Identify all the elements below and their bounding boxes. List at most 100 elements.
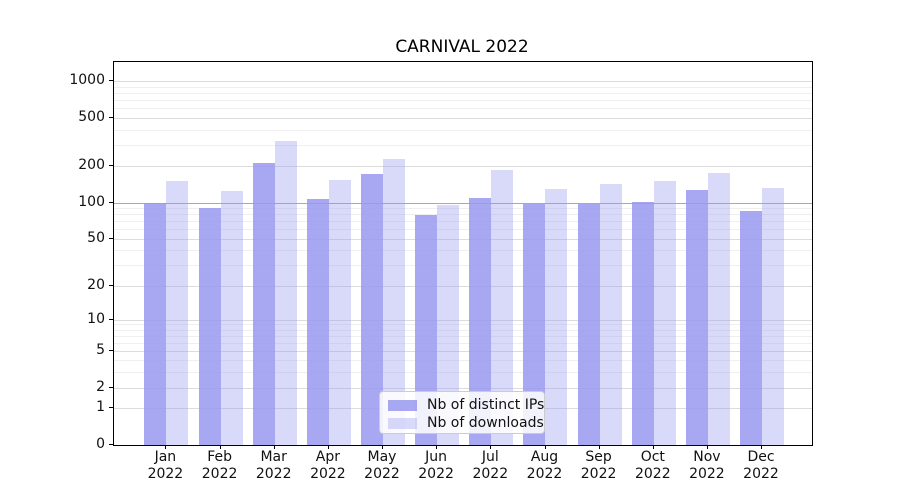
bar-downloads xyxy=(437,204,460,445)
minor-gridline xyxy=(114,264,812,266)
major-gridline-500 xyxy=(114,118,812,119)
major-gridline-200 xyxy=(114,166,812,167)
x-tick-year: 2022 xyxy=(743,466,779,482)
x-tick-mark xyxy=(327,445,329,449)
x-tick-year: 2022 xyxy=(689,466,725,482)
x-tick-label: Sep 2022 xyxy=(569,449,629,483)
bar-distinct-ips xyxy=(631,202,654,445)
bar-downloads xyxy=(707,172,730,445)
legend-label-downloads: Nb of downloads xyxy=(427,415,544,431)
x-tick-label: Feb 2022 xyxy=(190,449,250,483)
x-tick-year: 2022 xyxy=(634,466,671,482)
bar-distinct-ips xyxy=(198,208,221,445)
bar-distinct-ips xyxy=(361,174,383,445)
legend: Nb of distinct IPs Nb of downloads xyxy=(379,391,545,434)
bar-downloads xyxy=(328,179,351,445)
bar-distinct-ips xyxy=(306,198,329,445)
x-tick-mark xyxy=(490,445,492,449)
x-tick-month: Dec xyxy=(747,449,775,465)
minor-gridline xyxy=(114,329,812,331)
x-tick-mark xyxy=(165,445,167,449)
x-tick-label: Jan 2022 xyxy=(135,449,195,483)
bar-distinct-ips xyxy=(144,202,167,445)
x-tick-label: Mar 2022 xyxy=(244,449,304,483)
minor-gridline xyxy=(114,221,812,223)
minor-gridline xyxy=(114,208,812,210)
minor-gridline xyxy=(114,144,812,146)
y-tick-label: 10 xyxy=(87,310,105,327)
x-tick-year: 2022 xyxy=(147,466,184,482)
minor-gridline xyxy=(114,129,812,131)
y-tick-mark xyxy=(109,117,113,118)
minor-gridline xyxy=(114,335,812,337)
bar-distinct-ips xyxy=(577,203,600,445)
bar-downloads xyxy=(653,181,676,445)
y-tick-mark xyxy=(109,350,113,351)
x-tick-month: Feb xyxy=(207,449,232,465)
x-tick-month: Nov xyxy=(693,449,721,465)
chart-title: CARNIVAL 2022 xyxy=(395,37,529,57)
legend-swatch-downloads-icon xyxy=(388,417,417,429)
bar-downloads xyxy=(762,187,784,445)
x-tick-mark xyxy=(761,445,762,449)
y-tick-label: 1 xyxy=(96,399,105,416)
y-tick-mark xyxy=(109,237,113,239)
x-tick-month: May xyxy=(367,449,397,465)
bar-downloads xyxy=(599,184,622,445)
x-tick-mark xyxy=(598,445,600,449)
major-gridline-10 xyxy=(114,319,812,321)
legend-label-distinct-ips: Nb of distinct IPs xyxy=(427,397,545,413)
x-tick-label: Jun 2022 xyxy=(406,449,466,483)
x-tick-label: Dec 2022 xyxy=(731,449,791,483)
bar-distinct-ips xyxy=(415,214,438,445)
y-tick-mark xyxy=(109,444,113,445)
x-tick-label: Aug 2022 xyxy=(515,449,575,483)
major-gridline-50 xyxy=(114,238,812,240)
x-tick-month: Aug xyxy=(530,449,559,465)
x-tick-label: Jul 2022 xyxy=(460,449,520,483)
x-tick-label: Nov 2022 xyxy=(677,449,737,483)
x-tick-label: Apr 2022 xyxy=(298,449,358,483)
x-tick-mark xyxy=(544,445,546,449)
legend-item-downloads: Nb of downloads xyxy=(388,414,544,432)
y-tick-label: 100 xyxy=(78,193,105,210)
x-tick-year: 2022 xyxy=(310,466,346,482)
major-gridline-100 xyxy=(114,202,812,204)
minor-gridline xyxy=(114,86,812,88)
y-tick-label: 20 xyxy=(87,276,105,293)
bar-downloads xyxy=(166,181,189,445)
x-tick-month: Jul xyxy=(481,449,499,465)
y-tick-mark xyxy=(109,284,113,286)
minor-gridline xyxy=(114,229,812,231)
bar-downloads xyxy=(545,188,568,445)
y-tick-label: 500 xyxy=(78,109,105,125)
x-tick-year: 2022 xyxy=(580,466,617,482)
minor-gridline xyxy=(114,371,812,373)
minor-gridline xyxy=(114,342,812,344)
y-tick-label: 0 xyxy=(96,436,105,452)
x-tick-month: Apr xyxy=(315,449,340,465)
bar-downloads xyxy=(383,159,405,445)
x-tick-mark xyxy=(219,445,221,449)
legend-item-distinct-ips: Nb of distinct IPs xyxy=(388,396,544,414)
x-tick-year: 2022 xyxy=(255,466,292,482)
minor-gridline xyxy=(114,92,812,94)
y-tick-label: 5 xyxy=(96,342,105,358)
y-tick-mark xyxy=(109,386,113,388)
x-tick-year: 2022 xyxy=(472,466,509,482)
y-tick-mark xyxy=(109,407,113,409)
bar-distinct-ips xyxy=(685,190,708,445)
x-tick-mark xyxy=(382,445,383,449)
minor-gridline xyxy=(114,324,812,326)
y-tick-label: 2 xyxy=(96,378,105,395)
x-tick-month: Oct xyxy=(640,449,665,465)
y-tick-label: 50 xyxy=(87,229,105,246)
bar-distinct-ips xyxy=(523,204,546,445)
legend-swatch-distinct-ips-icon xyxy=(388,399,417,411)
bar-distinct-ips xyxy=(252,163,275,445)
minor-gridline xyxy=(114,108,812,110)
major-gridline-20 xyxy=(114,285,812,287)
x-tick-year: 2022 xyxy=(201,466,238,482)
major-gridline-2 xyxy=(114,387,812,389)
major-gridline-5 xyxy=(114,351,812,352)
